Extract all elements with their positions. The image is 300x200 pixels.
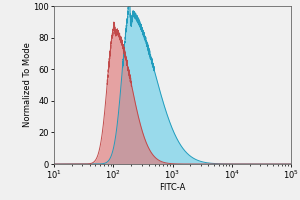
Y-axis label: Normalized To Mode: Normalized To Mode	[23, 43, 32, 127]
X-axis label: FITC-A: FITC-A	[159, 183, 186, 192]
